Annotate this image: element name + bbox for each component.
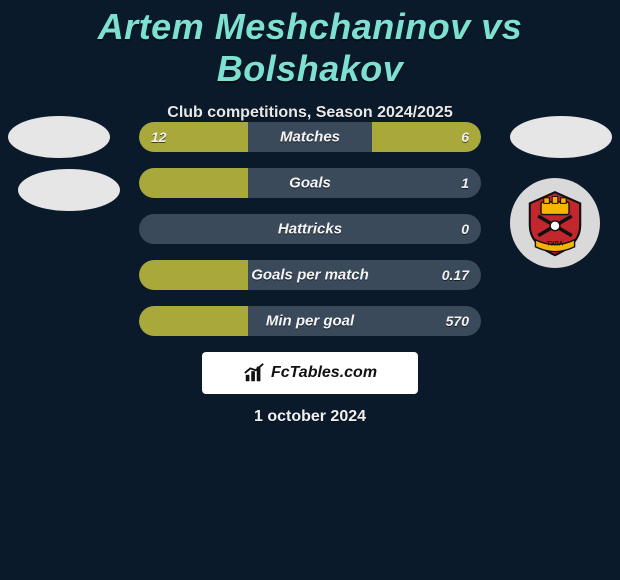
player-right-avatar-1 <box>510 116 612 158</box>
stat-label: Goals <box>139 175 481 192</box>
stat-label: Matches <box>139 129 481 146</box>
stat-label: Hattricks <box>139 221 481 238</box>
brand-text: FcTables.com <box>271 364 377 382</box>
stat-value-right: 0 <box>461 221 469 237</box>
stat-row-min-per-goal: Min per goal 570 <box>139 306 481 336</box>
crest-icon: ТУЛА <box>520 188 590 258</box>
page-title: Artem Meshchaninov vs Bolshakov <box>0 0 620 90</box>
stat-value-right: 0.17 <box>442 267 469 283</box>
stat-row-goals-per-match: Goals per match 0.17 <box>139 260 481 290</box>
svg-text:ТУЛА: ТУЛА <box>547 240 564 247</box>
page-subtitle: Club competitions, Season 2024/2025 <box>0 104 620 122</box>
player-left-avatar-1 <box>8 116 110 158</box>
player-left-avatar-2 <box>18 169 120 211</box>
stat-label: Min per goal <box>139 313 481 330</box>
infographic-root: Artem Meshchaninov vs Bolshakov Club com… <box>0 0 620 580</box>
stat-label: Goals per match <box>139 267 481 284</box>
stat-row-goals: Goals 1 <box>139 168 481 198</box>
stat-row-matches: 12 Matches 6 <box>139 122 481 152</box>
stat-value-right: 6 <box>461 129 469 145</box>
club-crest: ТУЛА <box>510 178 600 268</box>
date-label: 1 october 2024 <box>0 408 620 426</box>
stat-value-right: 1 <box>461 175 469 191</box>
brand-badge: FcTables.com <box>202 352 418 394</box>
bar-chart-icon <box>243 362 265 384</box>
stat-value-right: 570 <box>446 313 469 329</box>
stat-rows: 12 Matches 6 Goals 1 Hattricks 0 Goals p… <box>139 122 481 352</box>
stat-row-hattricks: Hattricks 0 <box>139 214 481 244</box>
